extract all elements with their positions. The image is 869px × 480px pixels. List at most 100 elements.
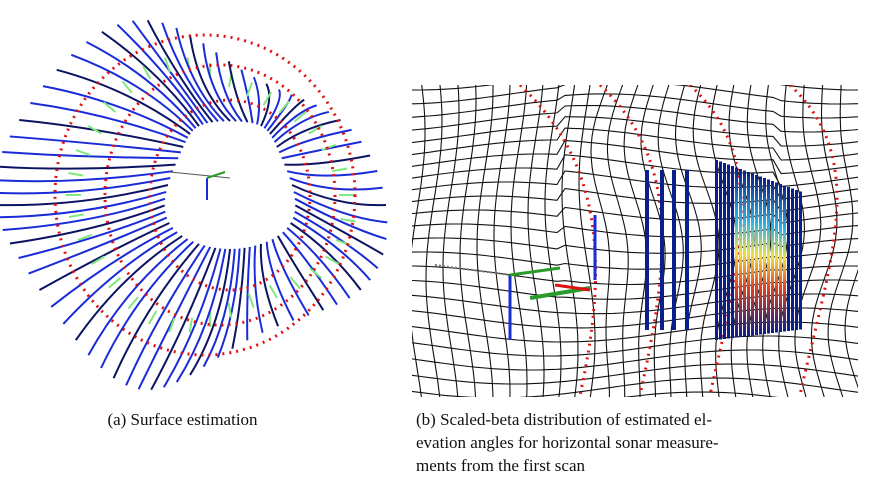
surface-spoke	[175, 27, 225, 122]
mesh-line	[412, 85, 858, 91]
mesh-line	[412, 116, 858, 147]
surface-spoke	[116, 23, 204, 125]
mesh-line	[459, 85, 477, 397]
surface-spoke	[2, 150, 179, 160]
mesh-line	[640, 85, 666, 397]
surface-spoke	[252, 76, 261, 125]
surface-normal	[147, 310, 158, 325]
surface-spoke	[0, 184, 169, 207]
surface-spoke	[294, 204, 384, 256]
surface-spoke	[281, 140, 362, 160]
mesh-line	[578, 85, 596, 397]
surface-spoke	[282, 231, 338, 306]
surface-normal	[127, 296, 139, 310]
axis	[169, 171, 231, 179]
surface-spoke	[146, 19, 214, 123]
surface-normal	[340, 217, 356, 223]
sonar-bar	[759, 176, 762, 335]
surface-spoke	[290, 222, 362, 291]
mesh-line	[674, 85, 702, 397]
surface-spoke	[18, 210, 166, 259]
surface-normal	[87, 125, 102, 135]
mesh-line	[425, 85, 443, 397]
mesh-line	[412, 377, 858, 397]
surface-spoke	[259, 243, 280, 327]
surface-spoke	[278, 128, 352, 154]
surface-spoke	[189, 248, 231, 376]
sonar-bar	[723, 163, 726, 339]
caption-line: (b) Scaled-beta distribution of estimate…	[416, 410, 712, 429]
sonar-bar	[735, 167, 738, 338]
surface-spoke	[0, 177, 171, 195]
surface-normal	[227, 302, 233, 319]
surface-spoke	[161, 22, 219, 123]
surface-normal	[68, 172, 84, 177]
mesh-line	[657, 85, 684, 397]
sonar-bar	[685, 170, 689, 330]
sonar-bar	[645, 170, 649, 330]
mesh-line	[827, 85, 854, 397]
surface-spoke	[265, 241, 295, 321]
mesh-line	[412, 93, 858, 119]
surface-spoke	[216, 248, 241, 359]
surface-normal	[332, 167, 348, 173]
surface-spoke	[286, 169, 378, 177]
surface-normal	[103, 101, 117, 113]
surface-spoke	[9, 135, 181, 154]
mesh-line	[412, 363, 858, 385]
surface-spoke	[189, 34, 231, 122]
surface-normal	[309, 267, 323, 279]
sonar-bar	[755, 175, 758, 335]
mesh-line	[692, 85, 720, 397]
mesh-line	[412, 349, 858, 371]
mesh-line	[810, 85, 838, 397]
surface-normal	[325, 255, 340, 265]
surface-normal	[75, 149, 91, 157]
axis-arrow	[509, 266, 561, 277]
surface-normal	[262, 91, 273, 106]
surface-spoke	[42, 85, 189, 139]
surface-spoke	[100, 241, 194, 369]
mesh-line	[412, 85, 426, 397]
caption-line: evation angles for horizontal sonar meas…	[416, 433, 719, 452]
surface-spoke	[273, 110, 330, 143]
surface-spoke	[101, 30, 200, 127]
surface-normal	[90, 255, 105, 265]
surface-spoke	[0, 163, 176, 170]
mesh-line	[746, 85, 772, 397]
mesh-line	[606, 85, 629, 397]
mesh-line	[561, 85, 579, 397]
surface-spoke	[289, 177, 383, 191]
dotted-curve	[788, 85, 839, 396]
surface-spoke	[293, 191, 388, 224]
mesh-line	[544, 85, 562, 397]
surface-spoke	[284, 154, 371, 166]
surface-spoke	[253, 245, 264, 334]
surface-spoke	[231, 247, 246, 349]
surface-spoke	[87, 238, 189, 356]
elevation-distribution-image	[412, 85, 858, 397]
surface-normal	[289, 276, 301, 290]
sonar-bar	[743, 170, 746, 337]
sonar-bar	[791, 188, 794, 331]
surface-spoke	[271, 238, 310, 316]
surface-spoke	[294, 197, 387, 240]
surface-normal	[163, 57, 171, 73]
mesh-line	[844, 268, 858, 389]
surface-normal	[321, 143, 337, 151]
sonar-bar	[767, 179, 770, 334]
mesh-line	[590, 85, 611, 397]
mesh-line	[510, 85, 528, 397]
surface-spoke	[125, 245, 206, 386]
sonar-bar	[795, 190, 798, 330]
axis-arrow	[434, 264, 511, 276]
dotted-ring	[103, 63, 337, 327]
caption-b: (b) Scaled-beta distribution of estimate…	[416, 408, 861, 477]
surface-spoke	[286, 227, 351, 299]
mesh-line	[794, 85, 822, 397]
surface-spoke	[74, 235, 183, 341]
sonar-bar	[715, 160, 718, 340]
surface-spoke	[162, 248, 222, 388]
sonar-bar	[783, 185, 786, 332]
sonar-bar	[799, 191, 802, 330]
